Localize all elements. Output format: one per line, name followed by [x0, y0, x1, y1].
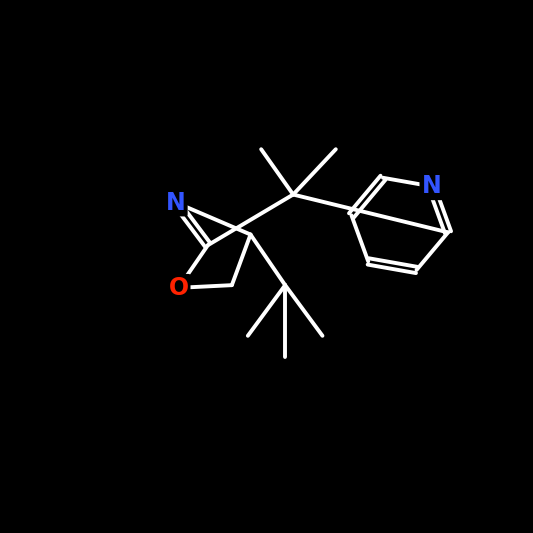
Text: N: N	[166, 190, 186, 215]
Text: N: N	[422, 174, 441, 198]
Text: O: O	[168, 276, 189, 300]
